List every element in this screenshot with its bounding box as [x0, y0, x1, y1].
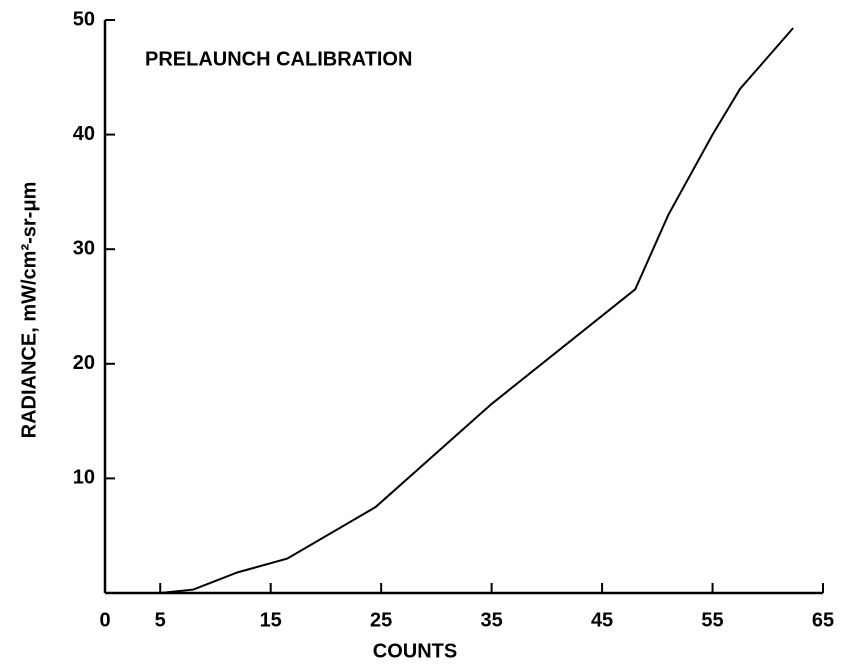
- y-tick-label: 30: [73, 237, 95, 259]
- x-tick-label: 55: [701, 609, 723, 631]
- line: [160, 27, 794, 594]
- x-tick-label: 65: [812, 609, 834, 631]
- x-tick-label: 45: [591, 609, 613, 631]
- x-tick-label: 5: [155, 609, 166, 631]
- y-axis-label: RADIANCE, mW/cm²-sr-μm: [18, 182, 40, 439]
- annotation: PRELAUNCH CALIBRATION: [145, 48, 412, 70]
- y-tick-label: 20: [73, 352, 95, 374]
- y-tick-label: 50: [73, 8, 95, 30]
- x-tick-label: 0: [99, 609, 110, 631]
- x-tick-label: 25: [370, 609, 392, 631]
- x-axis-label: COUNTS: [373, 640, 457, 662]
- x-tick-label: 35: [480, 609, 502, 631]
- y-tick-label: 10: [73, 467, 95, 489]
- y-tick-label: 40: [73, 123, 95, 145]
- x-tick-label: 15: [260, 609, 282, 631]
